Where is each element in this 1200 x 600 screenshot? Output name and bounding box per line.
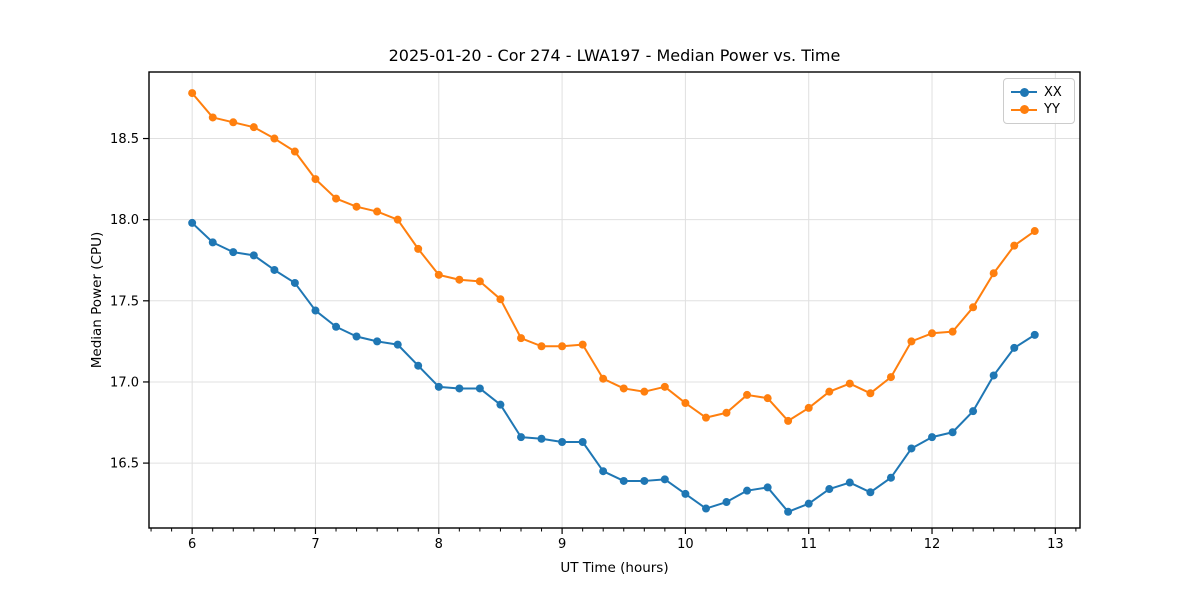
chart-title: 2025-01-20 - Cor 274 - LWA197 - Median P…	[388, 46, 841, 65]
svg-text:18.5: 18.5	[110, 132, 139, 147]
legend-label-yy: YY	[1044, 102, 1060, 118]
svg-text:8: 8	[435, 537, 443, 552]
svg-text:17.5: 17.5	[110, 294, 139, 309]
svg-text:18.0: 18.0	[110, 213, 139, 228]
svg-text:17.0: 17.0	[110, 375, 139, 390]
svg-text:13: 13	[1047, 537, 1064, 552]
svg-text:16.5: 16.5	[110, 457, 139, 472]
xx-series-marker-icon	[1011, 87, 1037, 97]
svg-text:9: 9	[558, 537, 566, 552]
legend-label-xx: XX	[1044, 84, 1062, 100]
svg-text:6: 6	[188, 537, 196, 552]
x-axis-label: UT Time (hours)	[560, 560, 669, 576]
legend-item-xx: XX	[1011, 86, 1067, 99]
yy-series-marker-icon	[1011, 105, 1037, 115]
svg-text:10: 10	[677, 537, 694, 552]
svg-text:11: 11	[800, 537, 817, 552]
svg-text:12: 12	[924, 537, 941, 552]
legend-item-yy: YY	[1011, 103, 1067, 116]
svg-text:7: 7	[311, 537, 319, 552]
legend: XX YY	[1003, 78, 1075, 124]
